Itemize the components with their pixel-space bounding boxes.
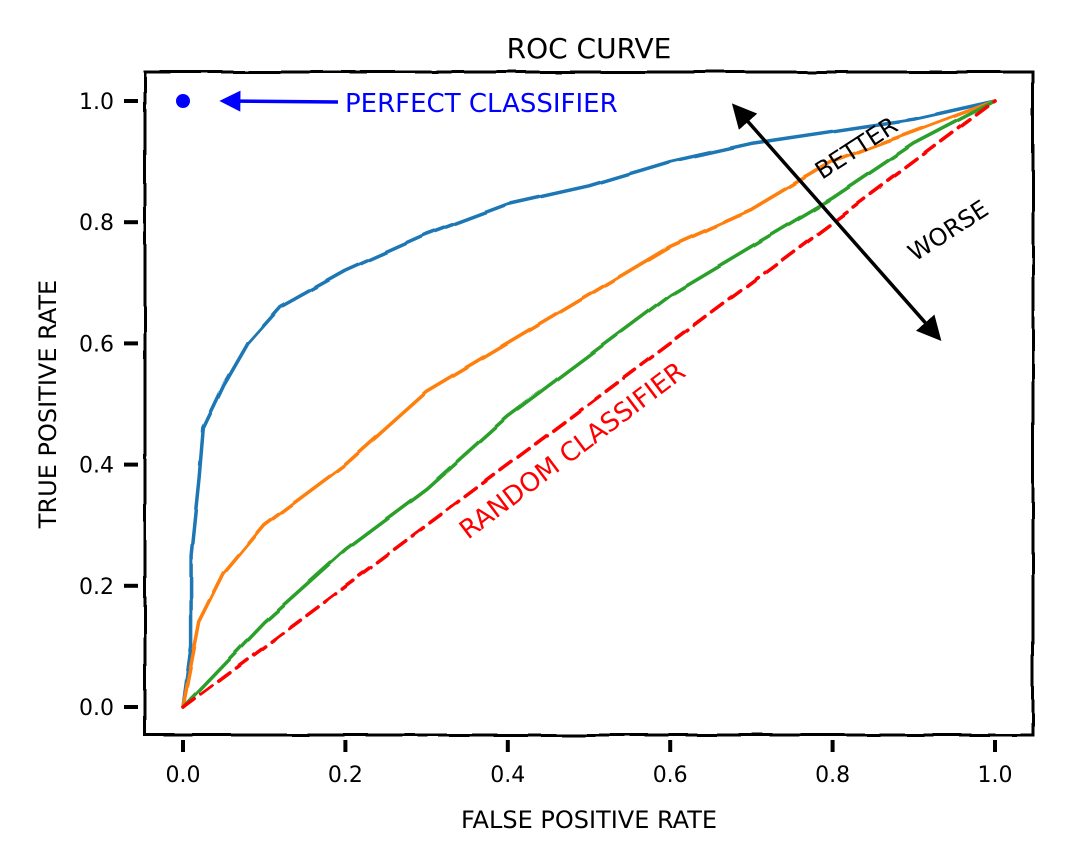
x-tick-label: 0.8: [815, 763, 850, 788]
annotation-perfect-classifier: Perfect Classifier: [345, 89, 618, 119]
y-tick-label: 0.2: [79, 575, 114, 600]
y-tick-label: 0.0: [79, 696, 114, 721]
perfect-classifier-arrow: [219, 90, 339, 112]
perfect-classifier-point: [176, 94, 190, 108]
x-tick-label: 0.4: [490, 763, 525, 788]
y-tick-label: 1.0: [79, 90, 114, 115]
x-tick-label: 0.2: [328, 763, 363, 788]
x-tick-label: 0.0: [166, 763, 201, 788]
x-tick-label: 0.6: [653, 763, 688, 788]
y-tick-label: 0.4: [79, 454, 114, 479]
better-worse-arrow: [731, 103, 942, 342]
chart-title: ROC Curve: [507, 32, 672, 65]
y-tick-label: 0.6: [79, 332, 114, 357]
x-tick-label: 1.0: [978, 763, 1013, 788]
y-tick-label: 0.8: [79, 211, 114, 236]
y-axis-label: True Positive Rate: [34, 280, 62, 529]
x-axis-label: False Positive Rate: [461, 806, 717, 834]
